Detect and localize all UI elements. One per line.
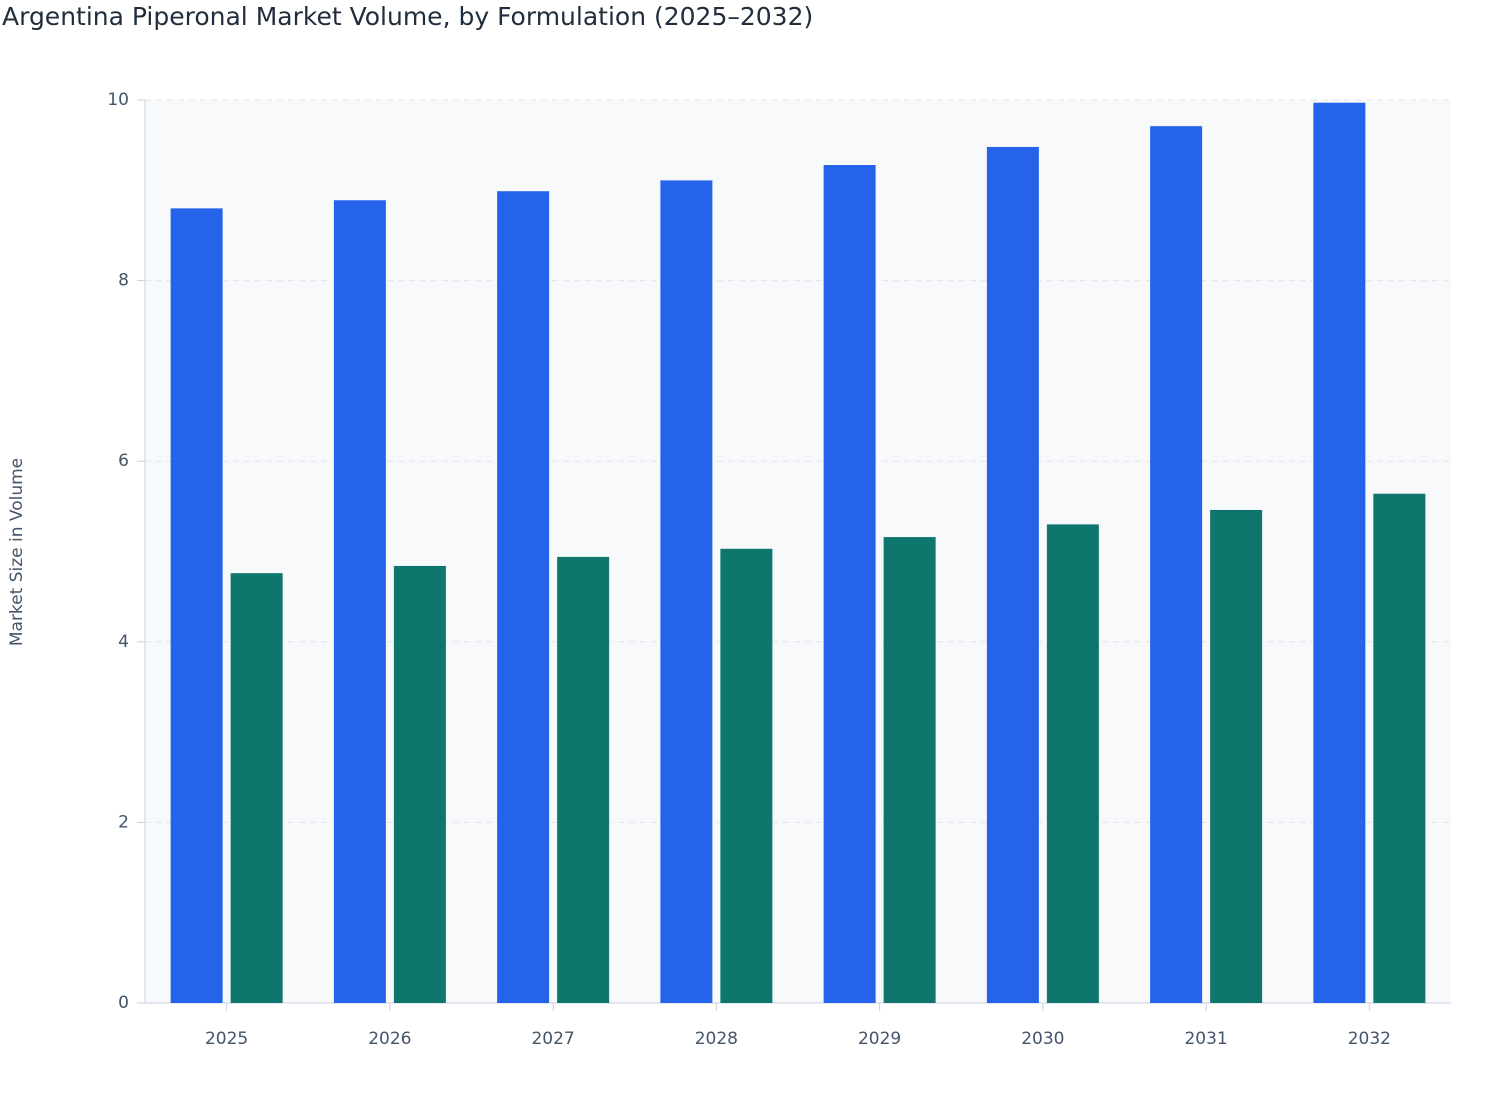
x-tick-label: 2031 (1184, 1029, 1227, 1049)
bar (230, 573, 283, 1003)
bar (823, 165, 876, 1004)
x-tick-label: 2028 (695, 1029, 738, 1049)
x-tick-label: 2029 (858, 1029, 901, 1049)
y-tick-label: 6 (118, 451, 129, 471)
y-axis-title: Market Size in Volume (7, 458, 27, 646)
x-tick-label: 2025 (205, 1029, 248, 1049)
bar (333, 200, 386, 1003)
bar (1313, 102, 1366, 1004)
bar (170, 208, 223, 1004)
bar (986, 146, 1039, 1003)
bar (720, 548, 773, 1003)
chart-title: Argentina Piperonal Market Volume, by Fo… (2, 2, 813, 31)
x-tick-label: 2032 (1348, 1029, 1391, 1049)
bar (660, 180, 713, 1003)
y-tick-label: 4 (118, 632, 129, 652)
bar (557, 556, 610, 1003)
bar (1150, 126, 1203, 1003)
x-tick-label: 2027 (531, 1029, 574, 1049)
x-tick-label: 2026 (368, 1029, 411, 1049)
bar (393, 565, 446, 1003)
bar (1210, 509, 1263, 1003)
bar (883, 537, 936, 1003)
bar (1046, 524, 1099, 1003)
y-tick-label: 0 (118, 993, 129, 1013)
y-tick-label: 10 (107, 90, 129, 110)
bar (497, 191, 550, 1003)
bar (1373, 493, 1426, 1003)
y-tick-label: 2 (118, 812, 129, 832)
y-tick-label: 8 (118, 271, 129, 291)
x-tick-label: 2030 (1021, 1029, 1064, 1049)
